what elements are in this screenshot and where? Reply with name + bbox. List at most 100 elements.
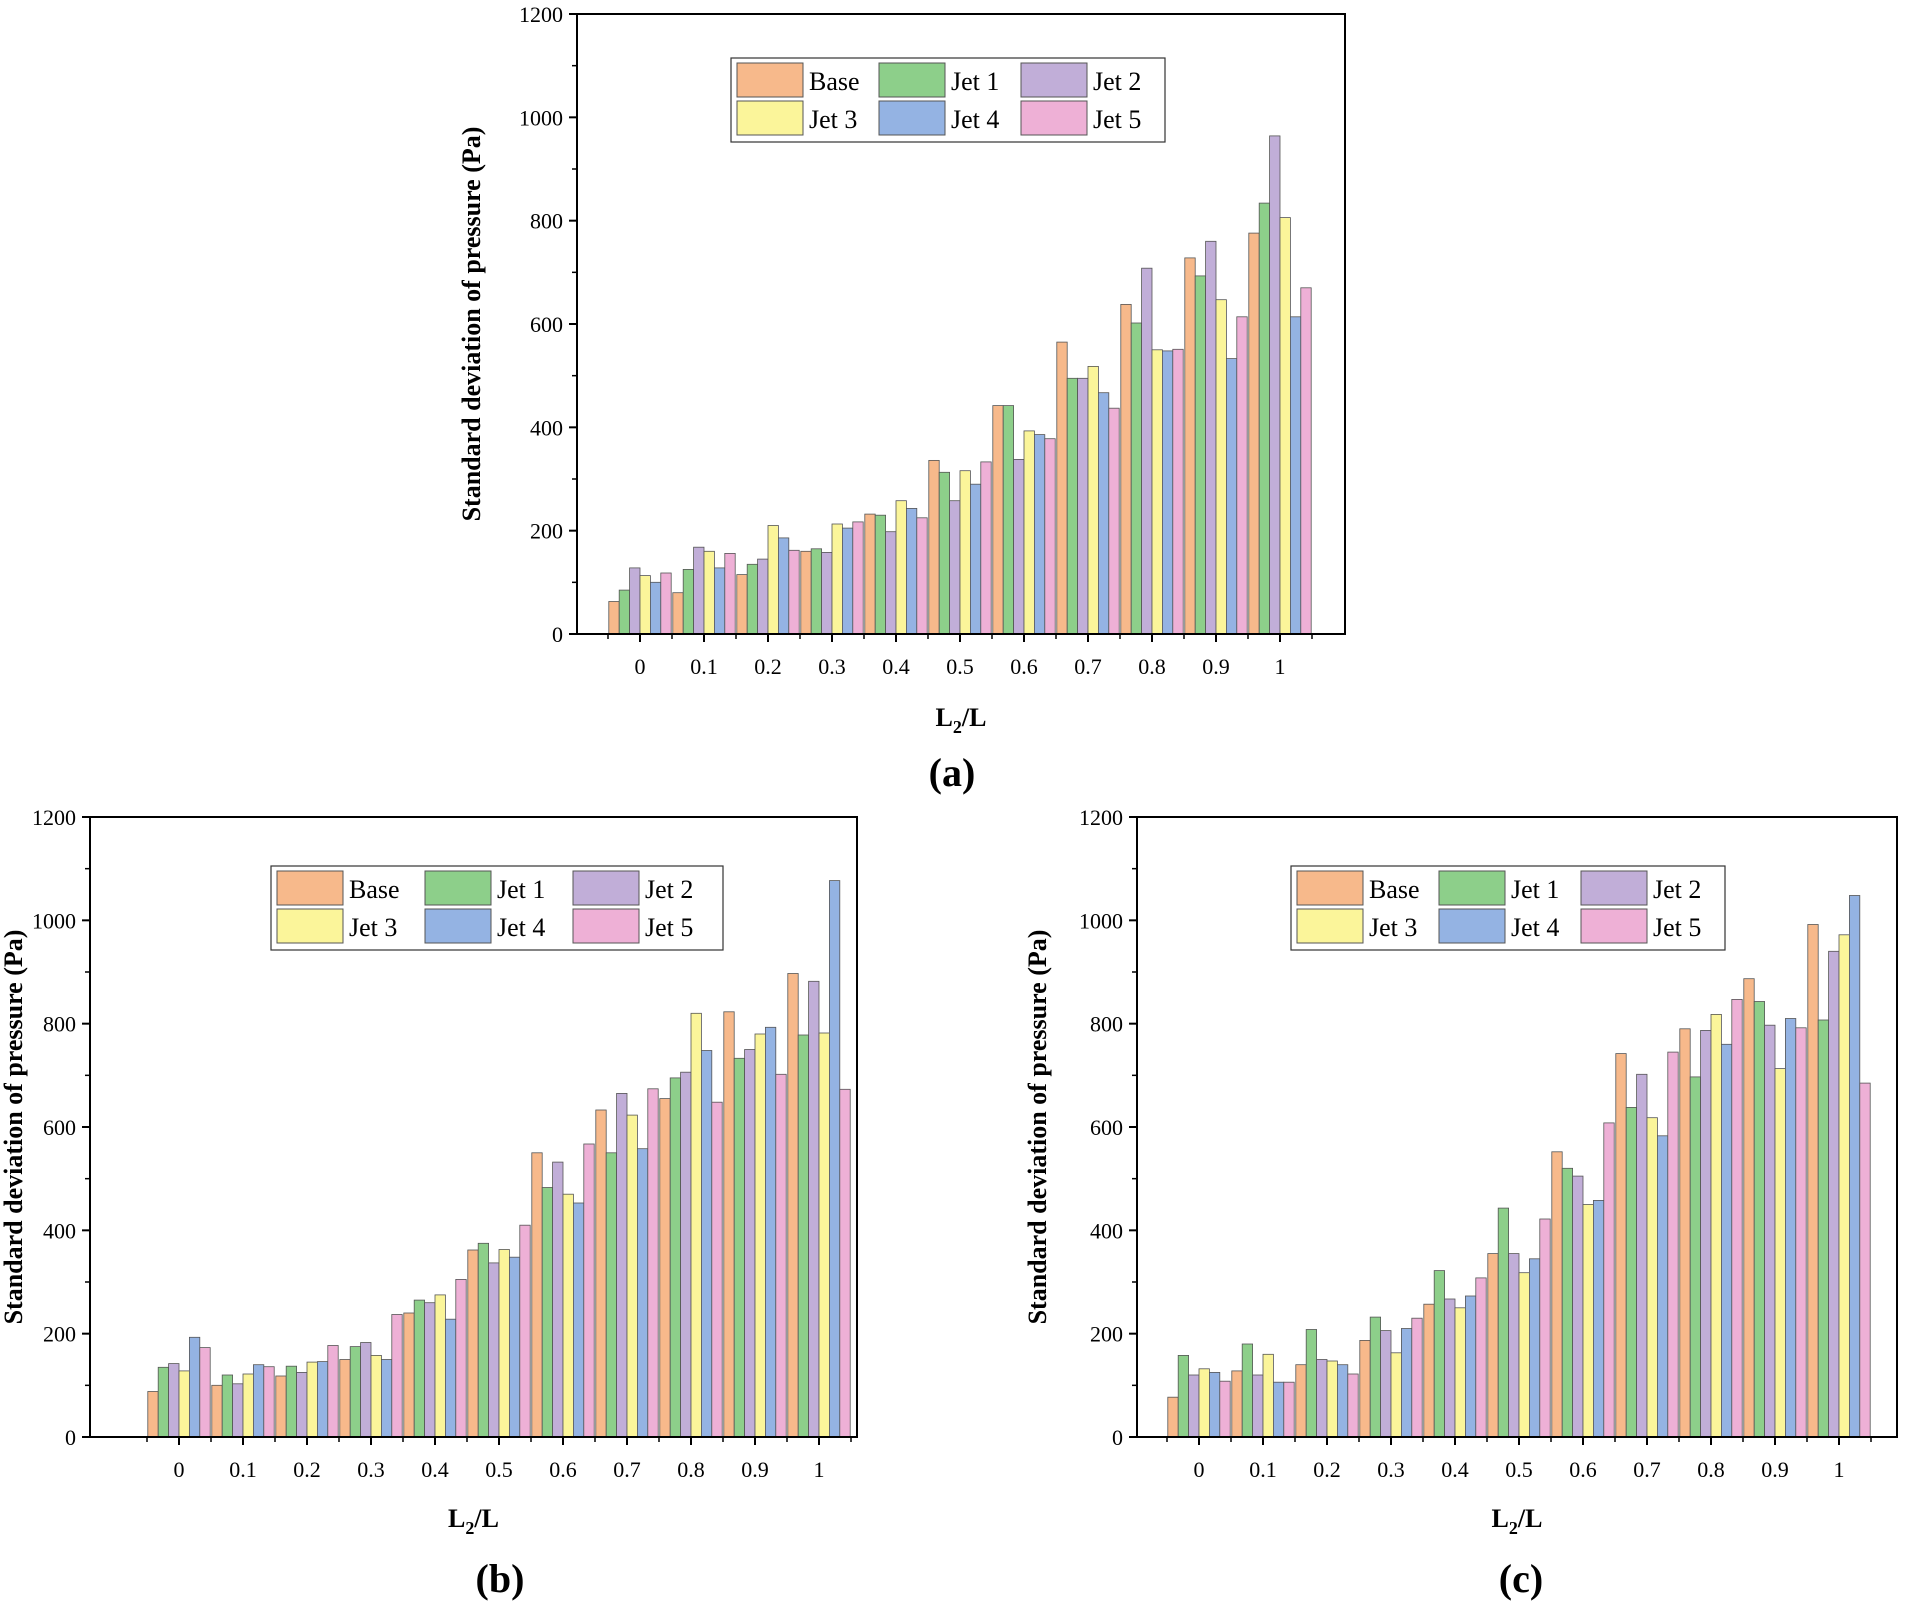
legend-swatch (1438, 908, 1506, 944)
bar (1444, 1298, 1456, 1438)
x-axis-title-main: L (936, 703, 953, 732)
x-axis-title-sub: 2 (465, 1518, 474, 1538)
y-tick-label: 200 (43, 1322, 76, 1347)
bar (1433, 1270, 1445, 1438)
legend-swatch (878, 62, 946, 98)
legend-label: Jet 5 (1653, 913, 1701, 942)
bar (637, 1148, 649, 1438)
y-axis-title: Standard deviation of pressure (Pa) (457, 127, 486, 522)
bar (690, 1012, 702, 1438)
x-axis-title-main: L (1492, 1504, 1509, 1533)
legend-label: Jet 1 (951, 67, 999, 96)
bar (1390, 1352, 1402, 1438)
bar (1774, 1068, 1786, 1438)
x-axis-title-rest: /L (473, 1504, 499, 1533)
x-axis-title-rest: /L (1517, 1504, 1543, 1533)
bar (672, 592, 684, 635)
y-tick-label: 400 (43, 1218, 76, 1243)
y-tick-label: 400 (1090, 1218, 1123, 1243)
bar (1262, 1353, 1274, 1438)
bar (1248, 232, 1260, 635)
y-tick-label: 0 (65, 1425, 76, 1450)
bar (1572, 1175, 1584, 1438)
bar (723, 1011, 735, 1438)
bar (263, 1366, 275, 1438)
bar (852, 521, 864, 635)
bar-series-jet-3 (178, 1012, 830, 1438)
bar (660, 572, 672, 635)
bar (928, 459, 940, 635)
bar (639, 575, 651, 635)
bar (1258, 202, 1270, 635)
bar (829, 880, 841, 1438)
bar (488, 1262, 500, 1438)
legend-swatch (1438, 870, 1506, 906)
bar (1236, 316, 1248, 635)
bar (178, 1370, 190, 1438)
bar (767, 525, 779, 635)
bar (1300, 287, 1312, 635)
x-tick-label: 0.3 (357, 1457, 385, 1482)
legend-label: Jet 2 (1653, 875, 1701, 904)
bar (1316, 1359, 1328, 1438)
bar (1269, 135, 1281, 635)
bar (1817, 1019, 1829, 1438)
x-tick-label: 0.1 (690, 654, 718, 679)
x-tick-label: 1 (814, 1457, 825, 1482)
bar (1226, 358, 1238, 635)
x-tick-label: 0.9 (1202, 654, 1230, 679)
bar (221, 1374, 233, 1438)
chart-panel-b: 0 200 400 600 800 1000 1200 0 0.1 0.2 0.3 0.4 0.5 0.6… (0, 805, 858, 1601)
panel-label: (a) (929, 750, 976, 795)
bar (778, 537, 790, 635)
bar (1209, 1372, 1221, 1438)
bar (1273, 1381, 1285, 1438)
bar (1066, 377, 1078, 635)
bar (1679, 1028, 1691, 1438)
bar (562, 1193, 574, 1438)
bar (938, 471, 951, 635)
bar (1700, 1030, 1712, 1438)
x-tick-label: 0.9 (1761, 1457, 1789, 1482)
bar (949, 500, 961, 635)
bar (1188, 1374, 1200, 1438)
bar (1859, 1082, 1871, 1438)
bar-series-jet-4 (188, 880, 841, 1438)
x-axis-title-sub: 2 (1509, 1518, 1518, 1538)
x-tick-label: 0.2 (1313, 1457, 1341, 1482)
bar (1231, 1370, 1243, 1438)
bar (1625, 1107, 1637, 1438)
bar (885, 531, 897, 635)
bar (1721, 1043, 1733, 1438)
bar (714, 567, 726, 635)
bar (1529, 1258, 1541, 1438)
bar (1290, 316, 1302, 635)
bar (1423, 1303, 1435, 1438)
x-tick-label: 0 (174, 1457, 185, 1482)
bar-series-jet-4 (1209, 895, 1861, 1438)
bar (1177, 1355, 1189, 1438)
y-tick-label: 1200 (519, 2, 563, 27)
y-tick-label: 1000 (519, 105, 563, 130)
bar (1098, 392, 1110, 635)
bar (1689, 1076, 1701, 1438)
y-tick-label: 200 (530, 519, 563, 544)
bar (424, 1302, 436, 1438)
bar (659, 1098, 671, 1438)
y-tick-label: 1200 (1079, 805, 1123, 830)
bar (818, 1032, 830, 1438)
bar (821, 552, 833, 635)
bar (168, 1363, 180, 1438)
legend-label: Jet 5 (645, 913, 693, 942)
bar (1539, 1218, 1551, 1438)
bar (306, 1361, 318, 1438)
y-tick-label: 600 (1090, 1115, 1123, 1140)
bar (874, 514, 887, 635)
bar (467, 1249, 479, 1438)
x-tick-label: 0.5 (946, 654, 974, 679)
bar (895, 500, 907, 635)
bar (916, 517, 928, 635)
x-tick-label: 0.7 (1074, 654, 1102, 679)
x-tick-label: 0.9 (741, 1457, 769, 1482)
bar (339, 1359, 351, 1438)
